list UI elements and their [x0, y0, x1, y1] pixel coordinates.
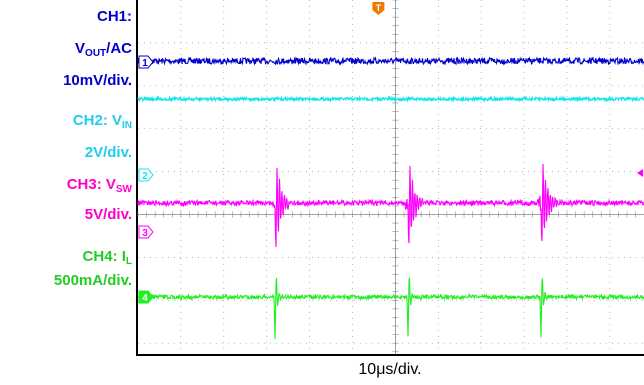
trace-ch4-il: [137, 277, 644, 340]
trace-ch1-vout: [137, 56, 644, 66]
ch4-scale: 500mA/div.: [53, 272, 132, 289]
ch3-label-name: CH3: VSW: [66, 176, 132, 195]
channel-markers: 1 2 3 4 T: [138, 2, 643, 304]
ch1-ground-marker: 1: [138, 55, 154, 69]
trigger-position-marker: T: [372, 2, 385, 15]
svg-text:4: 4: [142, 293, 148, 304]
svg-text:3: 3: [142, 228, 148, 239]
plot-background: [138, 0, 644, 354]
svg-text:T: T: [376, 3, 382, 13]
ch1-label-name: VOUT/AC: [75, 40, 132, 59]
trace-ch3-vsw: [137, 163, 644, 248]
ch4-ground-marker: 4: [138, 290, 154, 304]
traces: [137, 56, 644, 340]
svg-text:2: 2: [142, 171, 148, 182]
ch2-scale: 2V/div.: [84, 144, 132, 161]
ch2-label-name: CH2: VIN: [72, 112, 132, 131]
ch3-ground-marker: 3: [138, 225, 154, 239]
trace-ch2-vin: [137, 95, 644, 103]
trigger-level-marker: [637, 169, 643, 177]
waveform-plot: 1 2 3 4 T: [136, 0, 644, 356]
ch3-scale: 5V/div.: [84, 206, 132, 223]
oscilloscope-screen: 1 2 3 4 T: [136, 0, 644, 356]
time-scale-label: 10μs/div.: [358, 361, 422, 378]
ch4-label-name: CH4: IL: [82, 248, 132, 267]
ch1-scale: 10mV/div.: [63, 72, 132, 89]
ch1-label-head: CH1:: [96, 8, 132, 25]
svg-text:1: 1: [142, 58, 148, 69]
ch2-ground-marker: 2: [138, 168, 154, 182]
